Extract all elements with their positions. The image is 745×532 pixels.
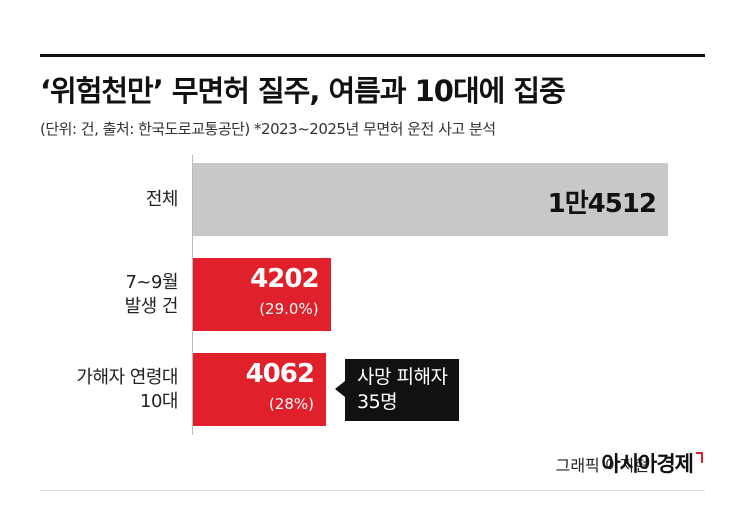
bar [193,258,331,331]
brand-mark [696,452,703,463]
annotation: 사망 피해자 35명 [345,359,460,421]
subtitle: (단위: 건, 출처: 한국도로교통공단) *2023~2025년 무면허 운전… [40,120,496,138]
percent-label: (28%) [268,395,314,413]
percent-label: (29.0%) [259,300,319,318]
chart-title: ‘위험천만’ 무면허 질주, 여름과 10대에 집중 [40,74,566,108]
category-label: 가해자 연령대 10대 [76,366,178,412]
brand: 아시아경제 [601,452,694,476]
category-label: 전체 [145,188,179,210]
value-label: 4202 [250,264,319,294]
annotation-arrow [335,381,345,397]
value-label: 1만4512 [547,189,657,219]
credit: 그래픽 이지현 [555,456,649,475]
category-label: 7~9월 발생 건 [124,271,179,317]
bottom-rule [40,490,705,491]
bar [193,163,668,236]
bar [193,353,326,426]
top-rule [40,54,705,57]
value-label: 4062 [245,359,315,389]
axis-line [192,155,193,435]
